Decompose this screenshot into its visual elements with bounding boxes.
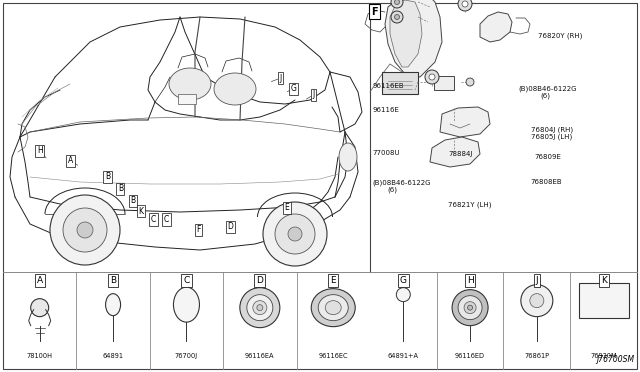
Text: 76820Y (RH): 76820Y (RH): [538, 32, 582, 39]
Circle shape: [466, 78, 474, 86]
Circle shape: [391, 0, 403, 8]
Polygon shape: [430, 137, 480, 167]
Text: 76700J: 76700J: [175, 353, 198, 359]
Circle shape: [247, 295, 273, 321]
Circle shape: [257, 305, 263, 311]
Text: 76805J (LH): 76805J (LH): [531, 134, 572, 140]
Circle shape: [240, 288, 280, 328]
Text: B: B: [105, 172, 110, 181]
Bar: [382, 72, 418, 94]
Text: G: G: [400, 276, 407, 285]
Circle shape: [452, 290, 488, 326]
Text: 76808EB: 76808EB: [530, 179, 561, 185]
Polygon shape: [440, 107, 490, 137]
Text: 96116EC: 96116EC: [319, 353, 348, 359]
Circle shape: [77, 222, 93, 238]
Ellipse shape: [311, 289, 355, 327]
Circle shape: [468, 305, 472, 310]
Ellipse shape: [318, 295, 348, 321]
Text: D: D: [227, 222, 234, 231]
Text: F: F: [371, 7, 378, 17]
Text: J: J: [279, 74, 282, 83]
Text: (B)08B46-6122G: (B)08B46-6122G: [372, 179, 431, 186]
Ellipse shape: [173, 287, 200, 322]
Text: A: A: [68, 156, 73, 165]
Text: H: H: [467, 276, 474, 285]
Text: C: C: [183, 276, 189, 285]
Bar: [178, 94, 196, 104]
Circle shape: [462, 1, 468, 7]
Ellipse shape: [169, 68, 211, 100]
Text: (6): (6): [541, 93, 551, 99]
Circle shape: [394, 0, 399, 4]
Circle shape: [425, 70, 439, 84]
Text: 76809E: 76809E: [534, 154, 561, 160]
Polygon shape: [390, 0, 422, 67]
Circle shape: [396, 288, 410, 302]
Circle shape: [530, 294, 544, 308]
Text: F: F: [196, 225, 200, 234]
Text: 96116ED: 96116ED: [455, 353, 485, 359]
Circle shape: [429, 74, 435, 80]
Text: 76861P: 76861P: [524, 353, 549, 359]
Circle shape: [391, 11, 403, 23]
Circle shape: [31, 299, 49, 317]
Text: 96116E: 96116E: [372, 107, 399, 113]
Ellipse shape: [106, 294, 120, 316]
Circle shape: [263, 202, 327, 266]
Text: K: K: [601, 276, 607, 285]
Text: H: H: [37, 146, 42, 155]
Circle shape: [458, 296, 482, 320]
Text: 78100H: 78100H: [27, 353, 52, 359]
Circle shape: [288, 227, 302, 241]
Circle shape: [394, 15, 399, 19]
Text: J: J: [312, 90, 315, 99]
Circle shape: [275, 214, 315, 254]
Ellipse shape: [325, 301, 341, 315]
Text: J: J: [536, 276, 538, 285]
Circle shape: [50, 195, 120, 265]
Text: 76821Y (LH): 76821Y (LH): [448, 201, 492, 208]
Circle shape: [521, 285, 553, 317]
Text: 96116EB: 96116EB: [372, 83, 404, 89]
Text: B: B: [110, 276, 116, 285]
Text: E: E: [330, 276, 336, 285]
Text: C: C: [151, 215, 156, 224]
Text: C: C: [164, 215, 169, 224]
Circle shape: [253, 301, 267, 315]
Text: 76930M: 76930M: [590, 353, 617, 359]
Circle shape: [63, 208, 107, 252]
Bar: [434, 76, 454, 90]
Text: (B)08B46-6122G: (B)08B46-6122G: [518, 85, 577, 92]
Text: A: A: [36, 276, 43, 285]
Text: B: B: [131, 196, 136, 205]
Text: 64891+A: 64891+A: [388, 353, 419, 359]
Ellipse shape: [339, 143, 357, 171]
Circle shape: [464, 302, 476, 314]
Text: G: G: [290, 84, 296, 93]
Text: (6): (6): [387, 186, 397, 193]
Polygon shape: [480, 12, 512, 42]
Polygon shape: [385, 0, 442, 77]
Text: E: E: [284, 203, 289, 212]
Text: B: B: [118, 184, 123, 193]
Text: 77008U: 77008U: [372, 150, 400, 155]
Text: 64891: 64891: [102, 353, 124, 359]
Text: K: K: [138, 207, 143, 216]
Text: 78884J: 78884J: [448, 151, 472, 157]
Text: J76700SM: J76700SM: [596, 355, 634, 364]
Bar: [579, 283, 628, 318]
Circle shape: [458, 0, 472, 11]
Text: D: D: [257, 276, 263, 285]
Text: 96116EA: 96116EA: [245, 353, 275, 359]
Ellipse shape: [214, 73, 256, 105]
Text: 76804J (RH): 76804J (RH): [531, 127, 573, 134]
